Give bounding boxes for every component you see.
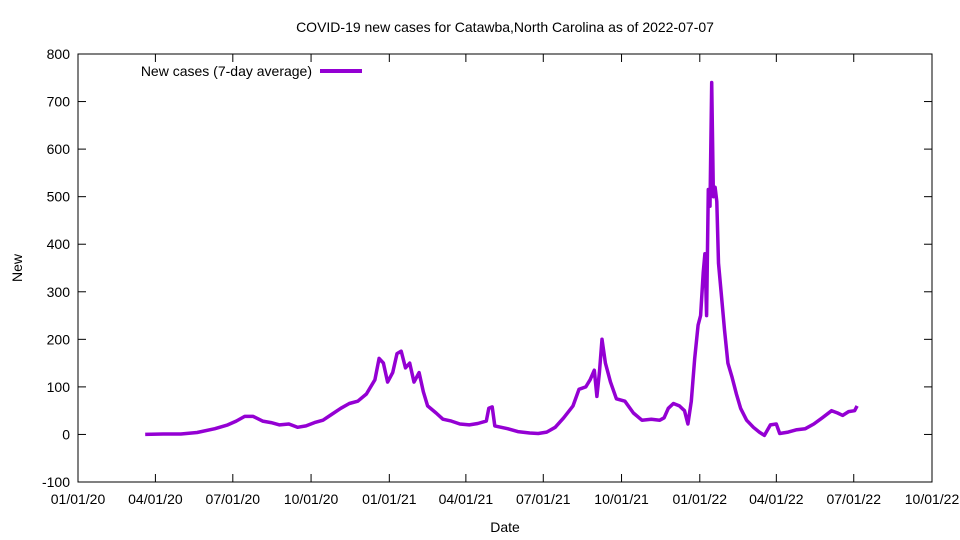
- legend: New cases (7-day average): [141, 63, 362, 79]
- chart-title: COVID-19 new cases for Catawba,North Car…: [296, 19, 714, 35]
- x-tick-label: 01/01/21: [362, 491, 417, 507]
- x-tick-label: 10/01/22: [905, 491, 960, 507]
- plot-frame: [77, 53, 933, 483]
- y-tick-label: -100: [42, 474, 70, 490]
- x-tick-label: 10/01/21: [594, 491, 649, 507]
- x-tick-label: 04/01/22: [749, 491, 804, 507]
- y-tick-label: 200: [47, 331, 71, 347]
- x-tick-label: 04/01/21: [439, 491, 494, 507]
- y-tick-label: 300: [47, 284, 71, 300]
- x-tick-label: 04/01/20: [128, 491, 183, 507]
- x-tick-label: 07/01/21: [516, 491, 571, 507]
- y-axis-label: New: [9, 253, 25, 282]
- x-tick-label: 07/01/22: [826, 491, 881, 507]
- y-tick-label: 800: [47, 46, 71, 62]
- y-tick-label: 600: [47, 141, 71, 157]
- x-tick-label: 01/01/22: [673, 491, 728, 507]
- x-tick-label: 01/01/20: [51, 491, 106, 507]
- x-axis-label: Date: [490, 519, 520, 535]
- legend-label: New cases (7-day average): [141, 63, 312, 79]
- y-tick-label: 0: [62, 426, 70, 442]
- y-tick-label: 400: [47, 236, 71, 252]
- x-tick-label: 07/01/20: [206, 491, 261, 507]
- y-tick-label: 700: [47, 94, 71, 110]
- x-tick-label: 10/01/20: [284, 491, 339, 507]
- series-line-0: [145, 80, 859, 438]
- y-tick-label: 500: [47, 189, 71, 205]
- y-tick-label: 100: [47, 379, 71, 395]
- series-layer: [145, 80, 859, 438]
- ticks-layer: -100 0 100 200 300 400 500 600 700 800 01/01/20 04/…: [42, 46, 959, 507]
